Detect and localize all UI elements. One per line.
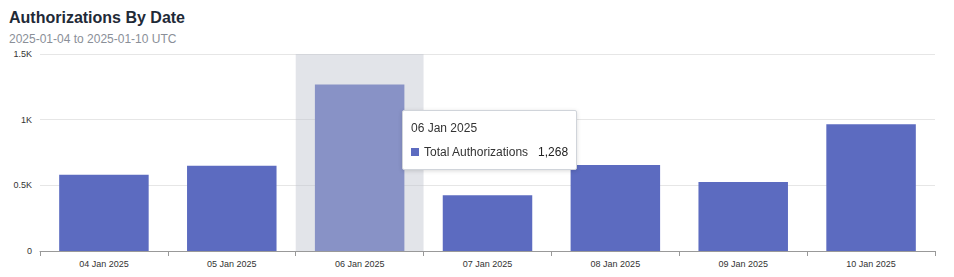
svg-text:06 Jan 2025: 06 Jan 2025 xyxy=(335,259,385,269)
svg-text:1K: 1K xyxy=(21,115,32,125)
svg-text:08 Jan 2025: 08 Jan 2025 xyxy=(591,259,641,269)
html-text:06 Jan 2025: 06 Jan 2025 xyxy=(411,121,478,135)
svg-text:07 Jan 2025: 07 Jan 2025 xyxy=(463,259,513,269)
svg-text:2025-01-04 to 2025-01-10 UTC: 2025-01-04 to 2025-01-10 UTC xyxy=(9,32,177,46)
svg-text:0: 0 xyxy=(27,246,32,256)
svg-text:05 Jan 2025: 05 Jan 2025 xyxy=(207,259,257,269)
svg-text:09 Jan 2025: 09 Jan 2025 xyxy=(718,259,768,269)
html-text:1,268: 1,268 xyxy=(538,145,569,159)
svg-text:04 Jan 2025: 04 Jan 2025 xyxy=(79,259,129,269)
html-text:Total Authorizations: Total Authorizations xyxy=(424,145,529,159)
svg-text:1.5K: 1.5K xyxy=(13,49,32,59)
svg-text:0.5K: 0.5K xyxy=(13,180,32,190)
svg-text:Authorizations By Date: Authorizations By Date xyxy=(9,9,185,26)
svg-text:10 Jan 2025: 10 Jan 2025 xyxy=(846,259,896,269)
